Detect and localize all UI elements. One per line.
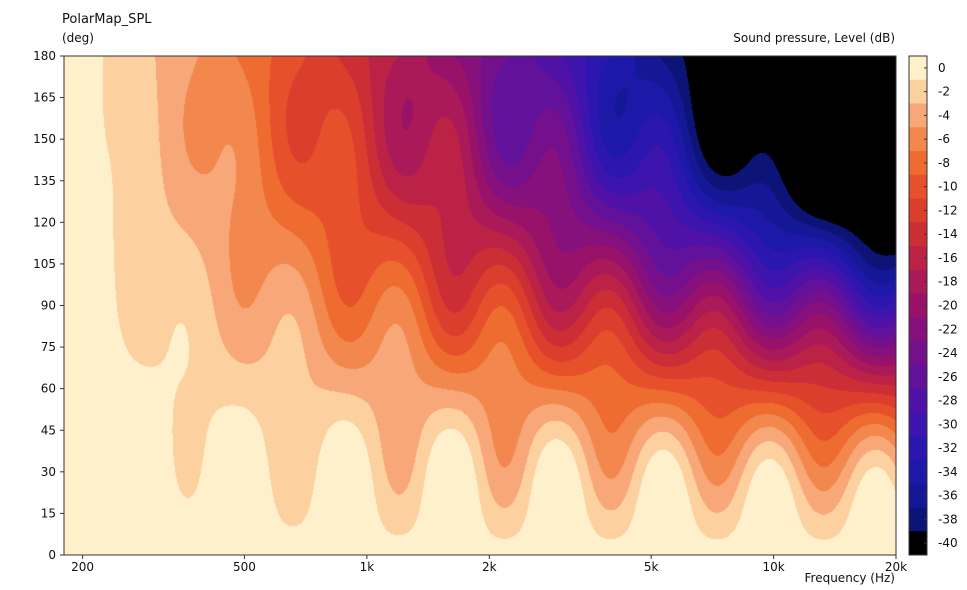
colorbar-swatch <box>909 56 927 81</box>
y-tick-label: 15 <box>41 506 56 520</box>
x-tick-label: 20k <box>885 560 907 574</box>
colorbar-swatch <box>909 341 927 366</box>
colorbar: 0 -2 -4 -6 -8 -10 -12 -14 -16 -18 -20 -22 -24 -26 -28 -… <box>908 55 958 556</box>
y-tick-label: 135 <box>33 174 56 188</box>
y-tick-label: 45 <box>41 423 56 437</box>
colorbar-swatch <box>909 364 927 390</box>
heatmap-plot-area <box>64 56 896 555</box>
y-tick-label: 165 <box>33 91 56 105</box>
colorbar-swatch <box>909 483 927 508</box>
colorbar-swatch <box>909 507 927 532</box>
colorbar-swatch <box>909 174 927 200</box>
x-tick-label: 10k <box>762 560 784 574</box>
x-axis-label: Frequency (Hz) <box>804 571 896 585</box>
heatmap-field <box>64 56 896 555</box>
colorbar-tick-label: -8 <box>938 156 950 170</box>
colorbar-tick-label: -36 <box>938 489 958 503</box>
colorbar-tick-label: -18 <box>938 275 958 289</box>
colorbar-tick-label: -30 <box>938 417 958 431</box>
colorbar-tick-label: 0 <box>938 61 946 75</box>
colorbar-swatch <box>909 317 927 342</box>
colorbar-swatch <box>909 412 927 437</box>
colorbar-swatch <box>909 222 927 247</box>
x-tick-label: 1k <box>360 560 375 574</box>
colorbar-swatch <box>909 127 927 152</box>
y-tick-label: 150 <box>33 132 56 146</box>
y-tick-label: 60 <box>41 382 56 396</box>
colorbar-tick-label: -10 <box>938 180 958 194</box>
y-tick-label: 105 <box>33 257 56 271</box>
colorbar-tick-label: -28 <box>938 394 958 408</box>
y-tick-label: 30 <box>41 465 56 479</box>
axes: 0 15 30 45 60 75 90 105 120 135 150 165 180 200 500 1k 2… <box>33 49 907 574</box>
colorbar-swatch <box>909 388 927 413</box>
colorbar-tick-label: -22 <box>938 322 958 336</box>
y-tick-label: 90 <box>41 299 56 313</box>
colorbar-tick-label: -24 <box>938 346 958 360</box>
colorbar-tick-label: -12 <box>938 203 958 217</box>
colorbar-swatch <box>909 459 927 485</box>
colorbar-swatch <box>909 269 927 295</box>
y-tick-label: 75 <box>41 340 56 354</box>
x-tick-label: 200 <box>71 560 94 574</box>
colorbar-swatch <box>909 293 927 318</box>
colorbar-tick-label: -20 <box>938 299 958 313</box>
y-axis-unit: (deg) <box>62 31 94 45</box>
y-tick-label: 180 <box>33 49 56 63</box>
y-tick-label: 120 <box>33 215 56 229</box>
colorbar-tick-label: -38 <box>938 512 958 526</box>
colorbar-tick-label: -2 <box>938 85 950 99</box>
colorbar-tick-label: -34 <box>938 465 958 479</box>
colorbar-tick-label: -4 <box>938 108 950 122</box>
colorbar-swatch <box>909 531 927 556</box>
colorbar-swatch <box>909 103 927 128</box>
colorbar-title: Sound pressure, Level (dB) <box>733 31 895 45</box>
colorbar-swatch <box>909 151 927 176</box>
colorbar-tick-label: -26 <box>938 370 958 384</box>
y-tick-label: 0 <box>48 548 56 562</box>
colorbar-tick-label: -40 <box>938 536 958 550</box>
colorbar-swatch <box>909 246 927 271</box>
colorbar-tick-label: -16 <box>938 251 958 265</box>
colorbar-swatch <box>909 79 927 105</box>
colorbar-tick-label: -32 <box>938 441 958 455</box>
x-tick-label: 500 <box>233 560 256 574</box>
colorbar-swatch <box>909 436 927 461</box>
colorbar-swatch <box>909 198 927 223</box>
colorbar-tick-label: -14 <box>938 227 958 241</box>
x-tick-label: 5k <box>644 560 659 574</box>
colorbar-tick-label: -6 <box>938 132 950 146</box>
chart-title: PolarMap_SPL <box>62 12 152 27</box>
x-tick-label: 2k <box>482 560 497 574</box>
